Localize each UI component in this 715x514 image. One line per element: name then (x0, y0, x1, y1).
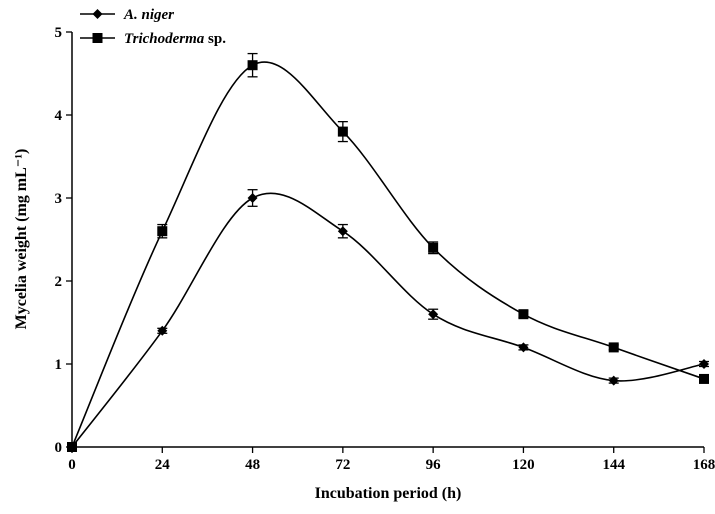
y-tick-label: 0 (55, 440, 63, 456)
data-point-diamond (157, 325, 168, 336)
x-tick-label: 0 (68, 457, 76, 473)
legend-label-a-niger: A. niger (123, 7, 174, 23)
legend-marker-square (92, 33, 103, 43)
legend: A. niger Trichoderma sp. (80, 7, 226, 47)
data-point-square (157, 226, 168, 237)
data-point-diamond (247, 193, 258, 203)
y-tick-label: 4 (55, 108, 63, 124)
plot-series (67, 52, 709, 452)
x-tick-label: 120 (512, 457, 535, 473)
y-ticks: 0 1 2 3 4 5 (55, 25, 72, 456)
data-point-square (608, 342, 619, 353)
legend-label-trichoderma: Trichoderma sp. (124, 31, 226, 47)
data-point-square (337, 126, 348, 137)
data-point-diamond (428, 309, 439, 320)
y-tick-label: 5 (55, 25, 63, 41)
x-tick-label: 168 (693, 457, 715, 473)
y-tick-label: 2 (55, 274, 63, 290)
x-tick-label: 144 (602, 457, 625, 473)
data-point-square (518, 309, 529, 320)
legend-item-a-niger: A. niger (80, 7, 174, 23)
data-point-square (428, 242, 439, 253)
x-tick-label: 72 (335, 457, 350, 473)
data-point-square (247, 60, 258, 71)
series-line (71, 61, 705, 448)
data-point-diamond (608, 375, 619, 386)
x-tick-label: 48 (245, 457, 260, 473)
data-point-diamond (337, 226, 348, 237)
x-tick-label: 24 (155, 457, 171, 473)
x-axis-title: Incubation period (h) (315, 485, 462, 502)
series-a-niger (67, 189, 709, 452)
x-tick-label: 96 (426, 457, 442, 473)
data-point-square (699, 373, 709, 384)
data-point-diamond (518, 342, 529, 353)
y-tick-label: 3 (55, 191, 63, 207)
y-axis-title: Mycelia weight (mg mL⁻¹) (13, 149, 30, 330)
series-trichoderma (67, 52, 709, 452)
legend-marker-diamond (92, 9, 103, 19)
legend-item-trichoderma: Trichoderma sp. (80, 31, 226, 47)
data-point-square (67, 442, 77, 452)
x-ticks: 0 24 48 72 96 120 144 168 (68, 447, 715, 473)
data-point-diamond (699, 359, 709, 369)
y-tick-label: 1 (55, 357, 63, 373)
